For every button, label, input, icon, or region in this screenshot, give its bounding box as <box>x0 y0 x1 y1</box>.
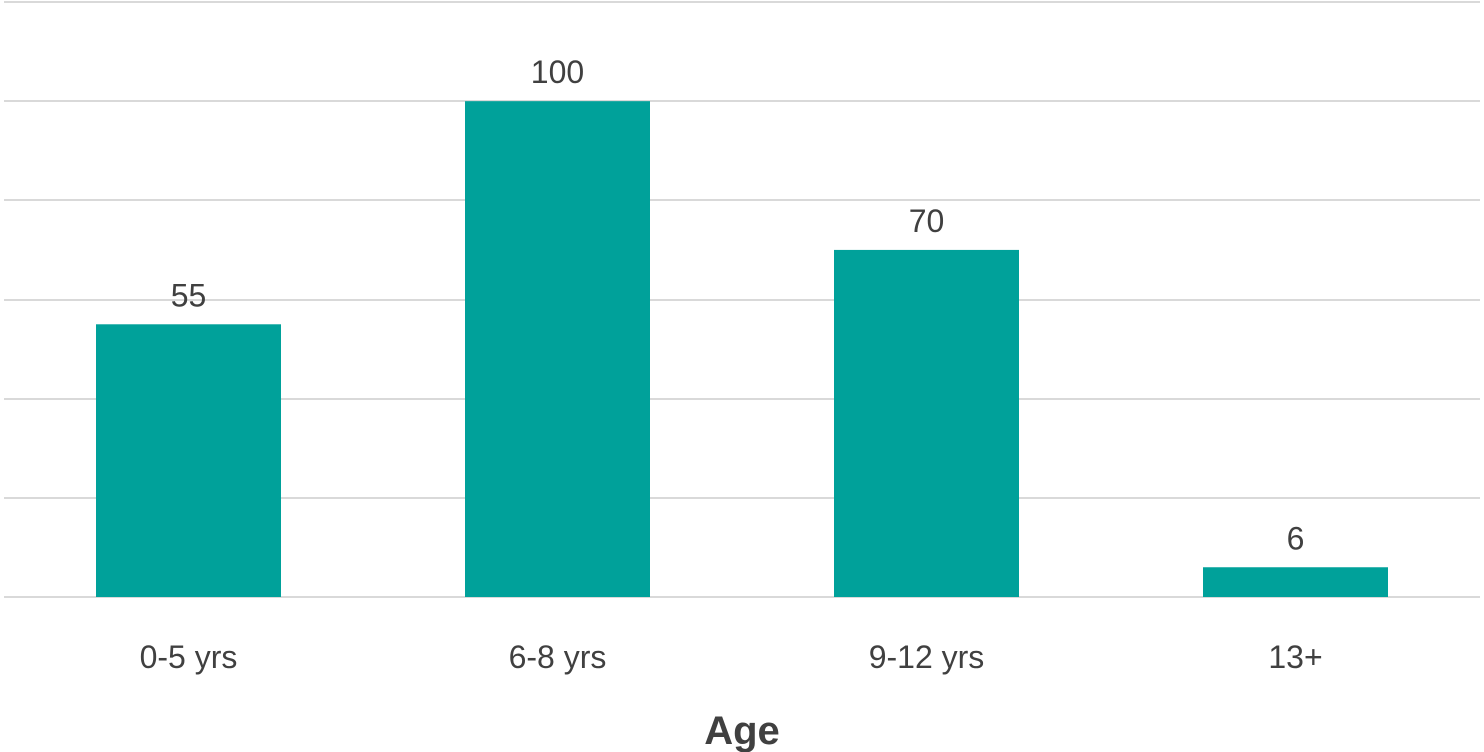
data-label-2: 70 <box>909 203 945 239</box>
data-label-1: 100 <box>531 54 584 90</box>
bars <box>96 101 1388 598</box>
x-tick-label-2: 9-12 yrs <box>869 639 985 675</box>
data-label-3: 6 <box>1287 520 1305 556</box>
bar-2 <box>834 249 1019 597</box>
bar-1 <box>465 101 650 598</box>
data-labels: 55 100 70 6 <box>171 54 1305 556</box>
data-label-0: 55 <box>171 277 207 313</box>
bar-3 <box>1203 567 1388 597</box>
x-tick-labels: 0-5 yrs 6-8 yrs 9-12 yrs 13+ <box>140 639 1323 675</box>
x-axis-title: Age <box>704 709 780 752</box>
x-tick-label-0: 0-5 yrs <box>140 639 238 675</box>
bar-0 <box>96 324 281 597</box>
x-tick-label-3: 13+ <box>1268 639 1322 675</box>
x-tick-label-1: 6-8 yrs <box>509 639 607 675</box>
